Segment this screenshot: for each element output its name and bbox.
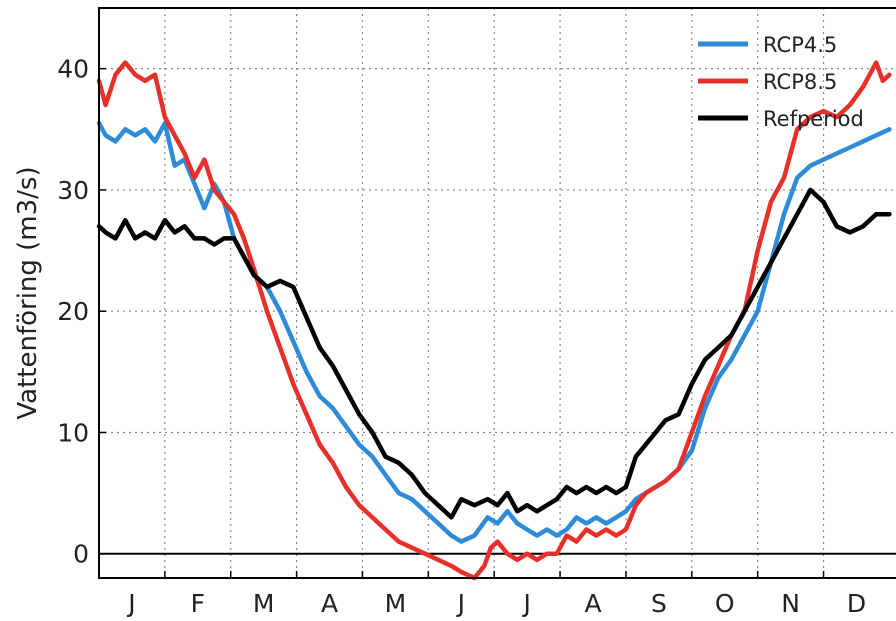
y-tick-label: 20 <box>57 297 89 326</box>
x-tick-label: S <box>651 589 667 618</box>
y-tick-label: 0 <box>73 540 89 569</box>
legend: RCP4.5 RCP8.5 Refperiod <box>698 33 864 131</box>
x-tick-label: A <box>321 589 338 618</box>
series-line-rcp45 <box>96 120 892 544</box>
x-tick-label: J <box>456 589 465 618</box>
series-lines <box>96 60 892 581</box>
x-tick-label: D <box>847 589 866 618</box>
y-axis-label: Vattenföring (m3/s) <box>13 166 43 419</box>
x-tick-label: N <box>781 589 800 618</box>
x-tick-label: M <box>253 589 275 618</box>
y-tick-label: 10 <box>57 418 89 447</box>
x-tick-label: J <box>521 589 530 618</box>
series-line-refperiod <box>96 187 892 520</box>
x-tick-label: J <box>126 589 135 618</box>
y-tick-label: 30 <box>57 176 89 205</box>
plot-frame <box>98 7 896 579</box>
axis-ticks: J F M A M J J A S O N D 0 10 20 30 40 <box>57 55 866 618</box>
series-line-rcp85 <box>96 60 892 581</box>
legend-label: RCP4.5 <box>763 33 837 57</box>
x-tick-label: F <box>191 589 205 618</box>
y-tick-label: 40 <box>57 55 89 84</box>
x-tick-label: A <box>584 589 601 618</box>
x-tick-label: M <box>385 589 407 618</box>
x-tick-label: O <box>715 589 735 618</box>
legend-label: RCP8.5 <box>763 70 837 94</box>
legend-label: Refperiod <box>763 107 864 131</box>
